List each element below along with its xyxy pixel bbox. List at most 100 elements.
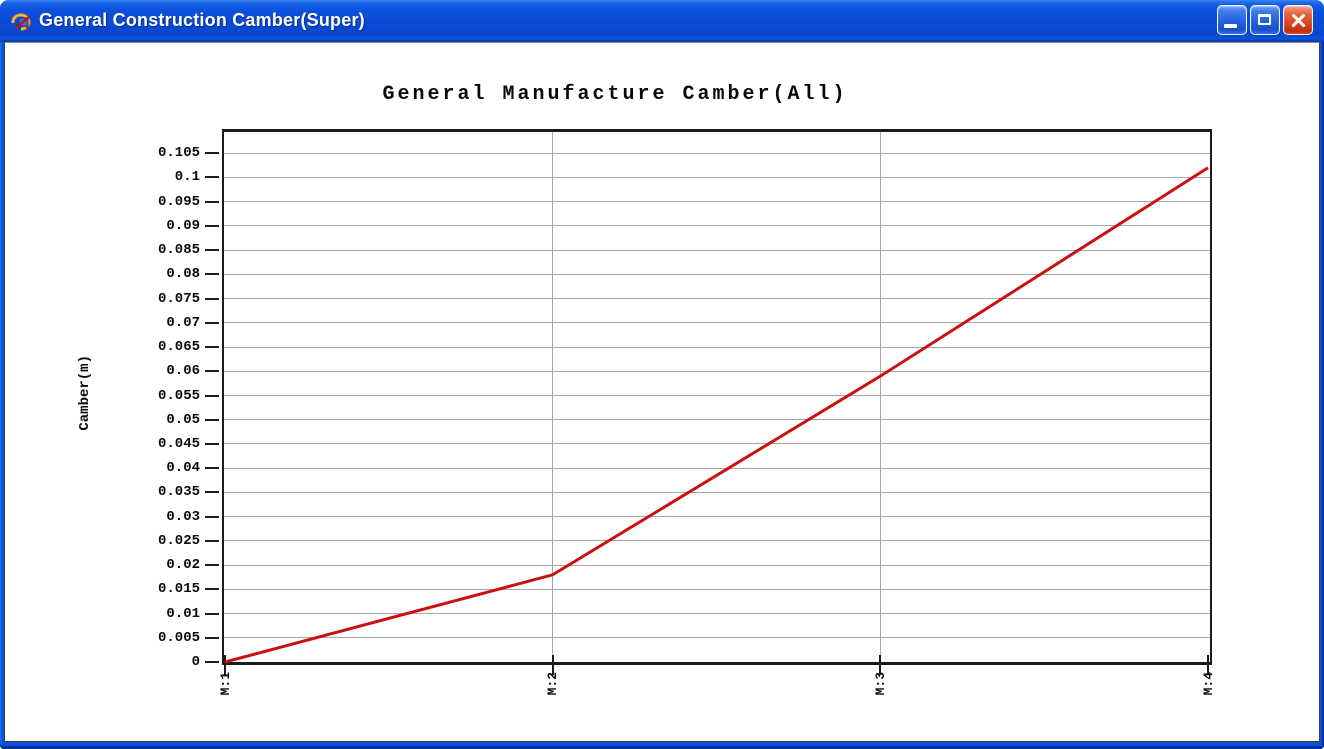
h-gridline (224, 467, 1210, 469)
app-icon (11, 13, 31, 31)
y-tick (205, 394, 219, 397)
y-tick (205, 200, 219, 203)
y-tick-label: 0.005 (157, 629, 200, 646)
y-tick (205, 346, 219, 349)
y-tick (205, 224, 219, 227)
y-tick-label: 0.105 (157, 145, 200, 162)
y-tick-label: 0.04 (166, 460, 200, 477)
y-tick-label: 0.01 (166, 605, 200, 622)
y-tick-label: 0.08 (166, 266, 200, 283)
h-gridline (224, 540, 1210, 542)
y-tick-label: 0.07 (166, 314, 200, 331)
y-tick (205, 152, 219, 155)
h-gridline (224, 346, 1210, 348)
y-tick-label: 0.065 (157, 339, 200, 356)
x-tick (879, 655, 882, 675)
y-tick (205, 539, 219, 542)
x-tick-label: M:3 (870, 672, 890, 718)
close-button[interactable] (1283, 5, 1313, 35)
chart-title: General Manufacture Camber(All) (382, 83, 848, 106)
minimize-button[interactable] (1217, 5, 1247, 35)
minimize-icon (1224, 24, 1237, 28)
y-tick-label: 0.045 (157, 435, 200, 452)
y-tick-label: 0 (191, 654, 200, 670)
h-gridline (224, 637, 1210, 639)
y-axis-line (222, 129, 224, 665)
x-tick-label-text: M:2 (545, 672, 561, 696)
h-gridline (224, 588, 1210, 590)
h-gridline (224, 613, 1210, 615)
y-tick (205, 564, 219, 567)
y-tick-label: 0.095 (157, 193, 200, 210)
series-camber-line (224, 166, 1209, 664)
y-tick (205, 418, 219, 421)
h-gridline (224, 395, 1210, 396)
y-tick-label: 0.05 (166, 411, 200, 428)
y-tick-label: 0.035 (157, 484, 200, 501)
y-tick (205, 321, 219, 324)
y-tick (205, 249, 219, 252)
y-tick (205, 370, 219, 373)
h-gridline (224, 152, 1210, 154)
y-tick-label: 0.075 (157, 290, 200, 307)
y-tick-label: 0.09 (166, 217, 200, 234)
y-tick-label: 0.025 (157, 532, 200, 549)
y-tick (205, 661, 219, 663)
v-gridline (552, 132, 554, 662)
plot-border-top (222, 129, 1212, 132)
y-tick (205, 176, 219, 179)
title-bar[interactable]: General Construction Camber(Super) (0, 0, 1324, 42)
y-tick-label: 0.1 (174, 169, 200, 186)
x-tick (1207, 655, 1209, 675)
h-gridline (224, 491, 1210, 493)
h-gridline (224, 201, 1210, 203)
h-gridline (224, 370, 1210, 372)
h-gridline (224, 176, 1210, 178)
x-tick-label-text: M:1 (217, 672, 233, 696)
h-gridline (224, 225, 1210, 227)
h-gridline (224, 516, 1210, 518)
maximize-icon (1258, 14, 1271, 25)
y-tick (205, 297, 219, 300)
h-gridline (224, 419, 1210, 421)
y-tick (205, 636, 219, 639)
y-tick-label: 0.03 (166, 508, 200, 525)
x-tick-label: M:4 (1198, 672, 1218, 718)
plot-border-right (1210, 129, 1212, 665)
y-tick (205, 442, 219, 445)
x-tick (224, 655, 226, 675)
x-tick-label: M:1 (215, 672, 235, 718)
y-tick (205, 588, 219, 591)
x-tick-label: M:2 (543, 672, 563, 718)
y-tick (205, 515, 219, 518)
window-controls (1217, 5, 1313, 35)
y-tick (205, 467, 219, 470)
camber-line-chart (224, 166, 1209, 664)
y-tick-label: 0.055 (157, 387, 200, 404)
client-area: General Manufacture Camber(All) Camber(m… (4, 42, 1320, 742)
h-gridline (224, 249, 1210, 251)
plot-area: 0 0.005 0.01 0.015 0.02 0.025 0.03 0.035 0.04 0.0… (158, 129, 1216, 695)
y-axis-title-text: Camber(m) (77, 355, 93, 431)
y-tick-label: 0.02 (166, 557, 200, 574)
x-axis-line (222, 662, 1212, 665)
y-tick (205, 612, 219, 615)
x-tick (551, 655, 554, 675)
h-gridline (224, 443, 1210, 445)
x-tick-label-text: M:3 (872, 672, 888, 696)
x-tick-label-text: M:4 (1200, 672, 1216, 696)
y-tick-label: 0.085 (157, 242, 200, 259)
y-tick-label: 0.06 (166, 363, 200, 380)
v-gridline (879, 132, 881, 662)
h-gridline (224, 273, 1210, 275)
h-gridline (224, 322, 1210, 324)
h-gridline (224, 298, 1210, 300)
y-tick-label: 0.015 (157, 581, 200, 598)
y-tick (205, 273, 219, 276)
h-gridline (224, 564, 1210, 566)
window-title: General Construction Camber(Super) (39, 9, 365, 30)
y-axis-title: Camber(m) (75, 338, 95, 448)
y-tick (205, 491, 219, 494)
maximize-button[interactable] (1250, 5, 1280, 35)
